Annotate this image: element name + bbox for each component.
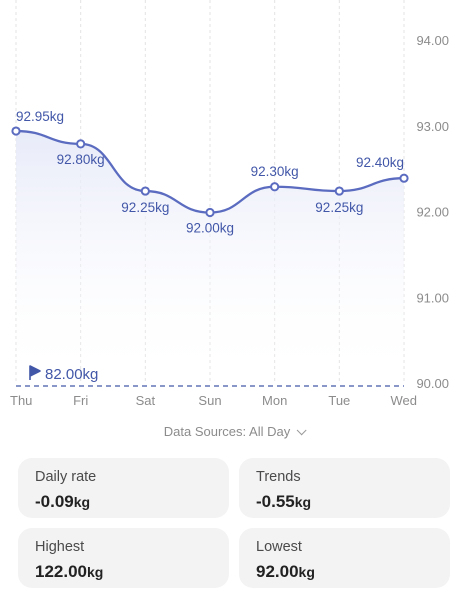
stat-value: -0.55 [256,492,295,511]
weight-line-chart: 82.00kg 92.95kg 92.80kg 92.25kg 92.00kg 92.3… [10,0,449,408]
data-point[interactable] [270,182,280,192]
stat-label: Daily rate [35,469,97,485]
data-label: 92.25kg [315,200,363,215]
stat-card-trends: Trends -0.55kg [239,458,450,518]
stat-card-highest: Highest 122.00kg [18,528,229,588]
data-point[interactable] [140,186,150,196]
y-tick-label: 92.00 [416,205,449,220]
stat-card-lowest: Lowest 92.00kg [239,528,450,588]
chart-area-fill [16,131,404,384]
data-label: 92.80kg [57,152,105,167]
data-source-label: Data Sources: All Day [163,424,291,439]
goal-label: 82.00kg [45,366,98,383]
x-tick-label: Wed [391,393,418,408]
x-tick-label: Tue [328,393,350,408]
stat-label: Lowest [256,539,302,555]
stat-card-daily-rate: Daily rate -0.09kg [18,458,229,518]
data-label: 92.95kg [16,109,64,124]
y-tick-label: 90.00 [416,376,449,391]
stat-unit: kg [298,564,315,580]
x-tick-label: Sun [198,393,221,408]
stat-label: Highest [35,539,85,555]
data-label: 92.40kg [356,155,404,170]
y-tick-label: 93.00 [416,119,449,134]
data-point[interactable] [11,126,21,136]
data-point[interactable] [399,173,409,183]
stat-value: -0.09 [35,492,74,511]
data-source-selector[interactable]: Data Sources: All Day [0,424,467,439]
x-tick-label: Mon [262,393,287,408]
data-label: 92.25kg [121,200,169,215]
stat-unit: kg [73,494,91,510]
stat-unit: kg [294,494,312,510]
chevron-down-icon [296,425,307,436]
stat-label: Trends [256,469,301,485]
x-tick-label: Sat [136,393,156,408]
data-point[interactable] [205,207,215,218]
stat-value: 92.00 [256,562,299,581]
data-label: 92.30kg [251,164,299,179]
x-tick-label: Thu [10,393,32,408]
y-tick-label: 94.00 [416,33,449,48]
y-tick-label: 91.00 [416,290,449,305]
x-tick-label: Fri [73,393,88,408]
data-point[interactable] [334,186,344,196]
stat-value: 122.00 [35,562,87,581]
stat-unit: kg [87,564,104,580]
data-point[interactable] [76,139,86,149]
data-label: 92.00kg [186,221,234,236]
flag-icon [29,365,41,380]
